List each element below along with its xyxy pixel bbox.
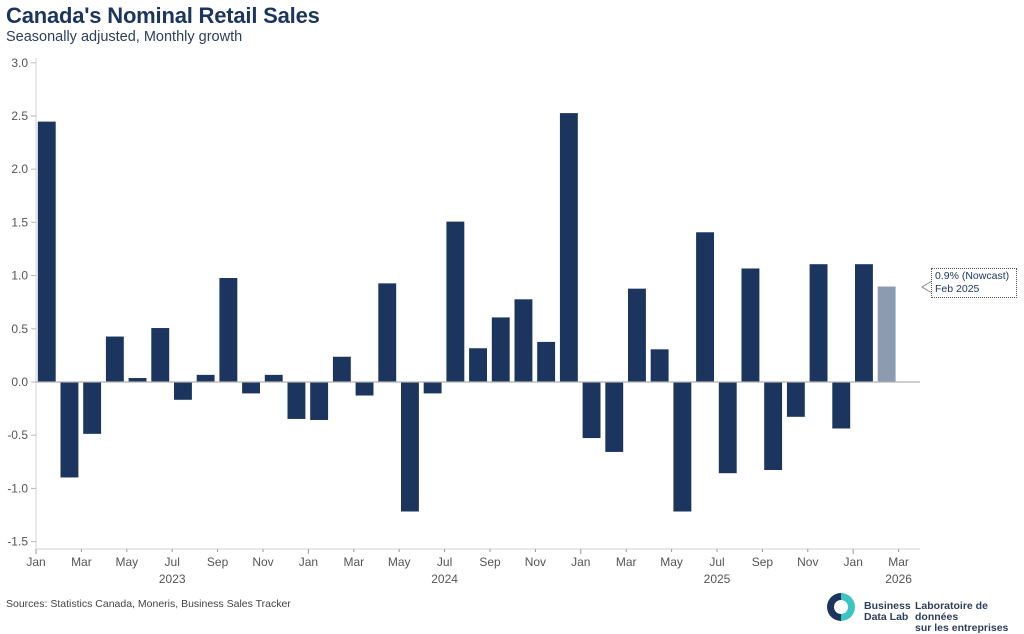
y-tick-label: -1.5	[7, 535, 28, 549]
bar	[332, 356, 352, 383]
x-tick-label: Jan	[26, 555, 45, 569]
bar	[695, 231, 715, 383]
bar	[672, 381, 692, 513]
nowcast-value: 0.9% (Nowcast)	[935, 270, 1010, 282]
y-tick-label: 1.5	[11, 215, 28, 229]
x-tick-label: Mar	[71, 555, 92, 569]
bar	[218, 277, 238, 383]
bar	[377, 282, 397, 383]
bar	[854, 263, 874, 383]
bar	[150, 327, 170, 383]
x-tick-label: Jul	[165, 555, 180, 569]
bar	[286, 381, 307, 420]
x-tick-label: Nov	[797, 555, 818, 569]
business-data-lab-logo-icon	[827, 593, 855, 621]
bar	[513, 298, 534, 383]
y-axis: 3.0 2.5 2.0 1.5 1.0 0.5 0.0 -0.5 -1.0 -1.5	[7, 56, 37, 549]
y-tick-label: 2.5	[11, 109, 28, 123]
nowcast-callout: 0.9% (Nowcast) Feb 2025	[931, 268, 1017, 298]
bar	[445, 221, 465, 383]
y-tick-label: -1.0	[7, 481, 28, 495]
bar	[423, 381, 443, 395]
logo-text-en: Business Data Lab	[864, 601, 911, 623]
y-tick-label: 3.0	[11, 56, 28, 70]
x-tick-label: Nov	[252, 555, 273, 569]
bar	[536, 341, 556, 383]
bar	[59, 381, 80, 479]
bar	[354, 381, 375, 397]
x-tick-label: Jul	[437, 555, 452, 569]
logo-en-line1: Business	[864, 600, 911, 612]
x-tick-label: Mar	[616, 555, 637, 569]
y-tick-label: 0.0	[11, 375, 28, 389]
bar	[37, 121, 57, 383]
bar	[82, 381, 102, 435]
logo-fr-line2: sur les entreprises	[915, 622, 1009, 634]
x-tick-label: Nov	[525, 555, 546, 569]
x-year-label: 2025	[704, 572, 731, 586]
source-note: Sources: Statistics Canada, Moneris, Bus…	[6, 598, 291, 610]
nowcast-bar	[877, 285, 897, 383]
logo-fr-line1: Laboratoire de données	[915, 600, 988, 623]
bar	[650, 348, 670, 383]
x-year-label: 2024	[431, 572, 458, 586]
bars	[37, 112, 897, 513]
chart-subtitle: Seasonally adjusted, Monthly growth	[6, 29, 243, 45]
y-tick-label: 2.0	[11, 162, 28, 176]
bar	[309, 381, 329, 421]
x-year-label: 2026	[885, 572, 912, 586]
nowcast-period: Feb 2025	[935, 283, 980, 295]
x-tick-label: Sep	[752, 555, 774, 569]
y-tick-label: 0.5	[11, 322, 28, 336]
x-year-label: 2023	[159, 572, 186, 586]
x-tick-label: Jan	[299, 555, 318, 569]
bar	[808, 263, 829, 383]
bar	[491, 316, 511, 383]
y-tick-label: -0.5	[7, 428, 28, 442]
x-tick-label: May	[660, 555, 683, 569]
x-tick-label: Jul	[709, 555, 724, 569]
bar	[264, 374, 284, 383]
bar	[128, 377, 148, 383]
bar	[718, 381, 738, 474]
bar	[400, 381, 420, 513]
x-tick-label: Mar	[888, 555, 909, 569]
bar	[604, 381, 624, 453]
bar	[740, 267, 761, 383]
bar	[581, 381, 602, 439]
x-tick-label: May	[115, 555, 138, 569]
bar	[468, 347, 488, 383]
bar	[196, 374, 216, 383]
x-tick-label: Sep	[479, 555, 501, 569]
bar	[173, 381, 193, 401]
logo-en-line2: Data Lab	[864, 611, 909, 623]
x-tick-label: Mar	[343, 555, 364, 569]
x-axis: Jan Mar May Jul Sep Nov Jan Mar May Jul Sep Nov Jan M…	[26, 381, 920, 586]
x-tick-label: Jan	[571, 555, 590, 569]
y-tick-label: 1.0	[11, 269, 28, 283]
callout-pointer-icon	[921, 280, 933, 294]
bar	[763, 381, 783, 471]
bar	[241, 381, 261, 395]
bar	[559, 112, 579, 383]
bar	[786, 381, 806, 418]
chart-title: Canada's Nominal Retail Sales	[6, 3, 320, 28]
bar	[627, 288, 647, 383]
x-tick-label: May	[388, 555, 411, 569]
bar	[105, 335, 125, 383]
x-tick-label: Sep	[207, 555, 229, 569]
x-tick-label: Jan	[844, 555, 863, 569]
bar	[831, 381, 851, 430]
logo-text-fr: Laboratoire de données sur les entrepris…	[915, 601, 1024, 634]
